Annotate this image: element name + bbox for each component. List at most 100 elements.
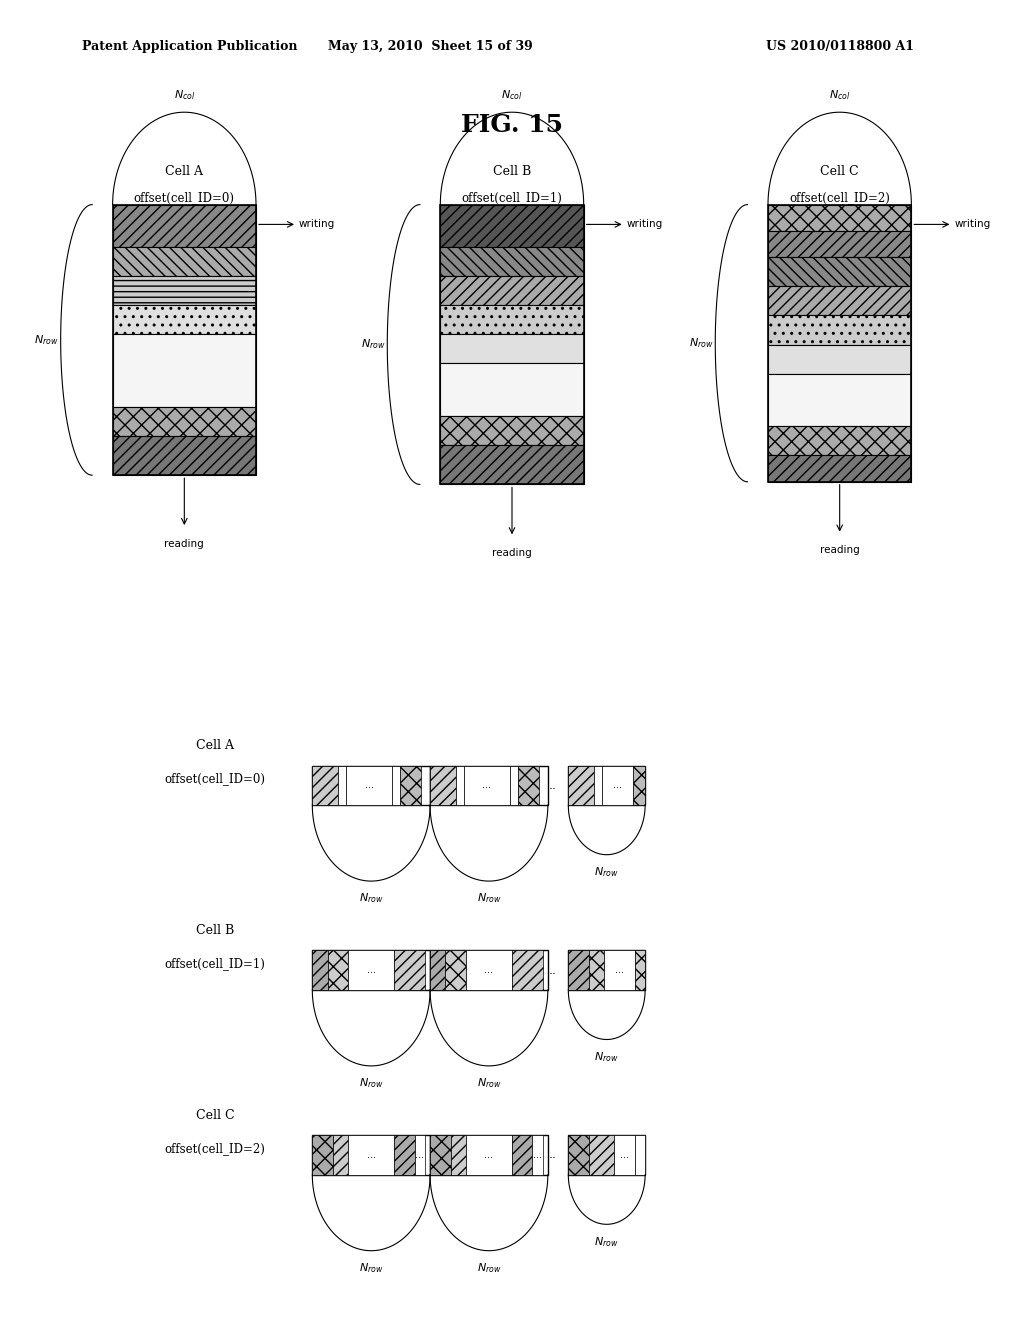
Text: ...: ... [484,1150,494,1160]
Text: ...: ... [621,1150,629,1160]
Bar [430,1135,451,1175]
Bar [113,205,256,247]
Bar [113,276,256,305]
Text: $N_{row}$: $N_{row}$ [358,1077,384,1090]
Text: reading: reading [165,539,204,549]
Bar [768,374,911,426]
Text: $N_{row}$: $N_{row}$ [594,866,620,879]
Bar [348,950,394,990]
Bar [113,436,256,475]
Text: $N_{row}$: $N_{row}$ [361,338,386,351]
Bar [440,205,584,484]
Bar [635,950,645,990]
Bar [451,1135,466,1175]
Bar [518,766,539,805]
Bar [113,334,256,407]
Bar [466,1135,512,1175]
Text: ..: .. [549,1148,557,1162]
Bar [333,1135,348,1175]
Text: $N_{row}$: $N_{row}$ [689,337,714,350]
Text: Cell C: Cell C [820,165,859,178]
Bar [430,1135,548,1175]
Text: $N_{row}$: $N_{row}$ [358,892,384,906]
Bar [348,1135,394,1175]
Text: ...: ... [484,965,494,975]
Bar [568,766,645,805]
Bar [512,950,543,990]
Bar [633,766,645,805]
Bar [604,950,635,990]
Bar [568,1135,645,1175]
Text: ...: ... [615,965,624,975]
Text: Cell A: Cell A [196,739,234,752]
Bar [113,247,256,276]
Bar [768,426,911,455]
Bar [440,416,584,445]
Bar [568,766,594,805]
Bar [113,205,256,475]
Bar [440,205,584,247]
Bar [568,950,589,990]
Text: ...: ... [416,1150,424,1160]
Bar [594,766,602,805]
Text: ...: ... [482,780,492,791]
Bar [568,950,645,990]
Text: FIG. 15: FIG. 15 [461,114,563,137]
Bar [464,766,510,805]
Bar [430,950,548,990]
Bar [445,950,466,990]
Text: writing: writing [954,219,990,230]
Bar [312,1135,333,1175]
Bar [430,766,548,805]
Bar [510,766,518,805]
Bar [346,766,392,805]
Text: offset(cell_ID=2): offset(cell_ID=2) [790,191,890,205]
Bar [768,231,911,257]
Bar [532,1135,543,1175]
Text: $N_{row}$: $N_{row}$ [34,333,58,347]
Text: Patent Application Publication: Patent Application Publication [82,40,297,53]
Text: $N_{col}$: $N_{col}$ [829,88,850,102]
Text: $N_{row}$: $N_{row}$ [594,1236,620,1249]
Text: offset(cell_ID=0): offset(cell_ID=0) [134,191,234,205]
Bar [440,305,584,334]
Bar [456,766,464,805]
Text: ...: ... [367,1150,376,1160]
Text: $N_{row}$: $N_{row}$ [476,1262,502,1275]
Bar [430,766,456,805]
Bar [338,766,346,805]
Bar [415,1135,425,1175]
Text: $N_{col}$: $N_{col}$ [174,88,195,102]
Text: Cell B: Cell B [493,165,531,178]
Bar [312,950,328,990]
Bar [768,205,911,482]
Bar [312,1135,430,1175]
Text: ...: ... [613,780,622,791]
Bar [440,247,584,276]
Text: ..: .. [549,779,557,792]
Bar [768,286,911,315]
Text: Cell C: Cell C [196,1109,234,1122]
Text: offset(cell_ID=2): offset(cell_ID=2) [165,1142,265,1155]
Bar [440,445,584,484]
Text: ...: ... [534,1150,542,1160]
Bar [394,1135,415,1175]
Bar [312,950,430,990]
Text: writing: writing [627,219,663,230]
Bar [440,276,584,305]
Bar [768,205,911,231]
Text: $N_{row}$: $N_{row}$ [358,1262,384,1275]
Text: $N_{col}$: $N_{col}$ [502,88,522,102]
Text: reading: reading [820,545,859,556]
Text: $N_{row}$: $N_{row}$ [476,1077,502,1090]
Text: offset(cell_ID=1): offset(cell_ID=1) [462,191,562,205]
Bar [614,1135,635,1175]
Text: $N_{row}$: $N_{row}$ [594,1051,620,1064]
Bar [768,345,911,374]
Bar [568,1135,589,1175]
Text: writing: writing [299,219,335,230]
Bar [466,950,512,990]
Bar [312,766,430,805]
Text: May 13, 2010  Sheet 15 of 39: May 13, 2010 Sheet 15 of 39 [328,40,532,53]
Text: reading: reading [493,548,531,558]
